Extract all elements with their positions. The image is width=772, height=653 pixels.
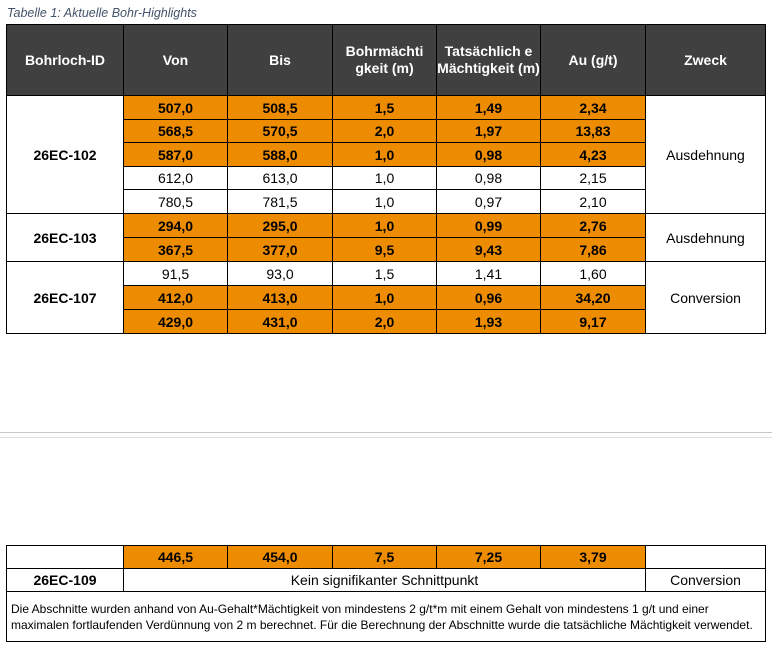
tatsaechliche-maechtigkeit-cell: 0,97: [436, 189, 541, 214]
bohrmaechtigkeit-cell: 7,5: [332, 545, 437, 569]
au-cell: 2,34: [540, 95, 646, 120]
table-row: 367,5 377,0 9,5 9,43 7,86: [7, 237, 766, 262]
au-cell: 4,23: [540, 142, 646, 167]
bohrloch-id-cell: 26EC-102: [6, 95, 124, 214]
von-cell: 507,0: [123, 95, 228, 120]
von-cell: 429,0: [123, 309, 228, 334]
bohrmaechtigkeit-cell: 1,5: [332, 261, 437, 286]
bis-cell: 570,5: [227, 119, 333, 143]
no-intercept-cell: Kein signifikanter Schnittpunkt: [123, 568, 646, 592]
von-cell: 446,5: [123, 545, 228, 569]
au-cell: 13,83: [540, 119, 646, 143]
table-row: 26EC-109 Kein signifikanter Schnittpunkt…: [6, 568, 766, 592]
drill-highlights-table-continued: 446,5 454,0 7,5 7,25 3,79 26EC-109 Kein …: [6, 545, 766, 642]
tatsaechliche-maechtigkeit-cell: 0,96: [436, 285, 541, 310]
header-tatsaechliche-maechtigkeit: Tatsächlich e Mächtigkeit (m): [436, 24, 541, 96]
au-cell: 3,79: [540, 545, 646, 569]
header-bohrloch-id: Bohrloch-ID: [6, 24, 124, 96]
header-bis: Bis: [227, 24, 333, 96]
tatsaechliche-maechtigkeit-cell: 9,43: [436, 237, 541, 262]
page-break-line: [0, 437, 772, 438]
table-row: 446,5 454,0 7,5 7,25 3,79: [6, 545, 766, 569]
au-cell: 7,86: [540, 237, 646, 262]
bohrmaechtigkeit-cell: 1,5: [332, 95, 437, 120]
zweck-cell: [645, 545, 766, 569]
bis-cell: 508,5: [227, 95, 333, 120]
table-row: 412,0 413,0 1,0 0,96 34,20: [7, 285, 766, 310]
id-cell: [6, 545, 124, 569]
tatsaechliche-maechtigkeit-cell: 0,99: [436, 213, 541, 238]
drill-highlights-table: Bohrloch-ID Von Bis Bohrmächti gkeit (m)…: [6, 24, 766, 334]
header-zweck: Zweck: [645, 24, 766, 96]
bohrmaechtigkeit-cell: 1,0: [332, 189, 437, 214]
au-cell: 2,15: [540, 166, 646, 190]
von-cell: 91,5: [123, 261, 228, 286]
bohrmaechtigkeit-cell: 9,5: [332, 237, 437, 262]
header-von: Von: [123, 24, 228, 96]
table-row: 429,0 431,0 2,0 1,93 9,17: [7, 309, 766, 334]
au-cell: 34,20: [540, 285, 646, 310]
au-cell: 2,76: [540, 213, 646, 238]
von-cell: 294,0: [123, 213, 228, 238]
von-cell: 612,0: [123, 166, 228, 190]
tatsaechliche-maechtigkeit-cell: 0,98: [436, 142, 541, 167]
table-row: 26EC-107 91,5 93,0 1,5 1,41 1,60 Conversion: [6, 261, 766, 334]
table-row: 26EC-102 507,0 508,5 1,5 1,49 2,34 Ausdehnung: [6, 95, 766, 214]
bohrmaechtigkeit-cell: 2,0: [332, 309, 437, 334]
tatsaechliche-maechtigkeit-cell: 7,25: [436, 545, 541, 569]
von-cell: 780,5: [123, 189, 228, 214]
table-row: 568,5 570,5 2,0 1,97 13,83: [7, 119, 766, 143]
au-cell: 9,17: [540, 309, 646, 334]
bohrmaechtigkeit-cell: 2,0: [332, 119, 437, 143]
bis-cell: 413,0: [227, 285, 333, 310]
von-cell: 568,5: [123, 119, 228, 143]
tatsaechliche-maechtigkeit-cell: 1,41: [436, 261, 541, 286]
bohrmaechtigkeit-cell: 1,0: [332, 142, 437, 167]
bis-cell: 377,0: [227, 237, 333, 262]
bis-cell: 588,0: [227, 142, 333, 167]
bis-cell: 295,0: [227, 213, 333, 238]
bis-cell: 613,0: [227, 166, 333, 190]
von-cell: 412,0: [123, 285, 228, 310]
tatsaechliche-maechtigkeit-cell: 1,49: [436, 95, 541, 120]
bis-cell: 431,0: [227, 309, 333, 334]
footnote-row: Die Abschnitte wurden anhand von Au-Geha…: [6, 591, 766, 642]
bis-cell: 454,0: [227, 545, 333, 569]
bohrmaechtigkeit-cell: 1,0: [332, 213, 437, 238]
bohrloch-id-cell: 26EC-103: [6, 213, 124, 262]
header-row: Bohrloch-ID Von Bis Bohrmächti gkeit (m)…: [6, 24, 766, 96]
table-row: 26EC-103 294,0 295,0 1,0 0,99 2,76 Ausdehnung: [6, 213, 766, 262]
zweck-cell: Conversion: [645, 261, 766, 334]
bohrmaechtigkeit-cell: 1,0: [332, 166, 437, 190]
table-row: 612,0 613,0 1,0 0,98 2,15: [7, 166, 766, 190]
id-cell: 26EC-109: [6, 568, 124, 592]
zweck-cell: Ausdehnung: [645, 213, 766, 262]
bis-cell: 93,0: [227, 261, 333, 286]
page-break-line: [0, 432, 772, 433]
bohrloch-id-cell: 26EC-107: [6, 261, 124, 334]
table-footnote: Die Abschnitte wurden anhand von Au-Geha…: [6, 591, 766, 642]
bis-cell: 781,5: [227, 189, 333, 214]
von-cell: 587,0: [123, 142, 228, 167]
zweck-cell: Conversion: [645, 568, 766, 592]
von-cell: 367,5: [123, 237, 228, 262]
table-caption: Tabelle 1: Aktuelle Bohr-Highlights: [7, 6, 197, 20]
au-cell: 2,10: [540, 189, 646, 214]
tatsaechliche-maechtigkeit-cell: 1,97: [436, 119, 541, 143]
table-row: 780,5 781,5 1,0 0,97 2,10: [7, 189, 766, 214]
au-cell: 1,60: [540, 261, 646, 286]
bohrmaechtigkeit-cell: 1,0: [332, 285, 437, 310]
header-au: Au (g/t): [540, 24, 646, 96]
tatsaechliche-maechtigkeit-cell: 0,98: [436, 166, 541, 190]
zweck-cell: Ausdehnung: [645, 95, 766, 214]
tatsaechliche-maechtigkeit-cell: 1,93: [436, 309, 541, 334]
header-bohrmaechtigkeit: Bohrmächti gkeit (m): [332, 24, 437, 96]
